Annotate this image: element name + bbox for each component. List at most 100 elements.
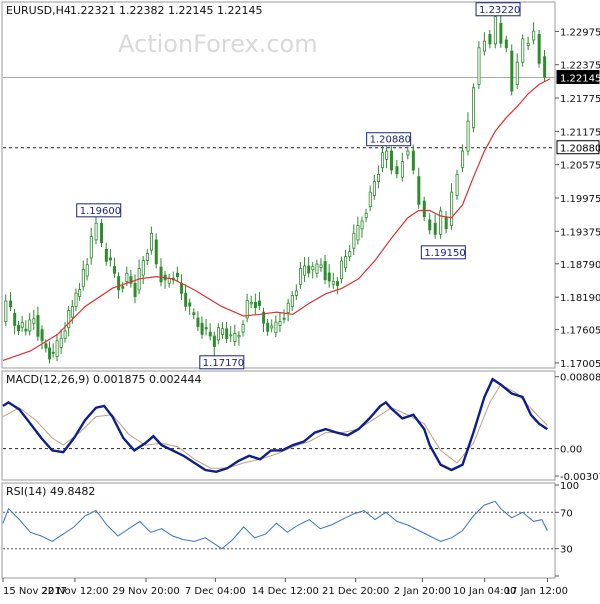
candle-body — [381, 152, 385, 169]
candle-body — [499, 22, 503, 44]
candle-body — [368, 191, 372, 208]
candle-body — [319, 264, 323, 268]
price-axis-label: 1.19975 — [560, 194, 600, 205]
candle-body — [504, 39, 508, 49]
candle-body — [121, 286, 125, 289]
candle-body — [241, 324, 245, 333]
candle-body — [422, 200, 426, 218]
candle-body — [286, 302, 290, 313]
candle-body — [63, 330, 67, 339]
candle-body — [262, 311, 266, 324]
candle-body — [48, 347, 52, 360]
candle-body — [433, 222, 437, 235]
annotation-label: 1.23220 — [479, 5, 520, 16]
rsi-axis-label: 30 — [560, 545, 573, 556]
candle-body — [331, 281, 335, 285]
rsi-title: RSI(14) 49.8482 — [6, 485, 95, 498]
ohlc-values: 1.22321 1.22382 1.22145 1.22145 — [70, 4, 262, 17]
price-axis-label: 1.22975 — [560, 27, 600, 38]
macd-title: MACD(12,26,9) 0.001875 0.002444 — [6, 373, 202, 386]
time-axis-label: 14 Dec 12:00 — [252, 586, 319, 597]
candle-body — [307, 265, 311, 274]
candle-body — [543, 56, 547, 78]
candle-body — [133, 282, 137, 297]
time-axis-label: 22 Nov 12:00 — [41, 586, 108, 597]
candle-body — [81, 268, 85, 287]
candle-body — [184, 292, 188, 307]
candle-body — [55, 340, 59, 357]
candle-body — [526, 42, 530, 46]
candle-body — [20, 322, 24, 328]
price-axis-label: 1.18190 — [560, 293, 600, 304]
candle-body — [521, 38, 525, 63]
candle-body — [348, 251, 352, 257]
macd-signal-line — [2, 383, 548, 469]
candle-body — [74, 292, 78, 307]
price-axis-label: 1.21775 — [560, 94, 600, 105]
candle-body — [44, 343, 48, 349]
candle-body — [237, 335, 241, 338]
candle-body — [299, 268, 303, 285]
candle-body — [78, 289, 82, 297]
annotation-box — [366, 132, 412, 147]
candle-body — [356, 225, 360, 241]
candle-body — [196, 317, 200, 327]
candle-body — [100, 222, 104, 244]
macd-axis-label: 0.00 — [560, 445, 582, 456]
annotation-label: 1.19150 — [424, 248, 465, 259]
candle-body — [477, 47, 481, 85]
candle-body — [428, 219, 432, 231]
candle-body — [258, 300, 262, 306]
annotation-box — [199, 355, 245, 370]
price-axis-label: 1.19375 — [560, 227, 600, 238]
candle-body — [303, 265, 307, 276]
candle-body — [372, 181, 376, 196]
candle-body — [444, 217, 448, 230]
candle-body — [113, 266, 117, 274]
candle-body — [225, 328, 229, 339]
candle-body — [117, 276, 121, 291]
candle-body — [270, 325, 274, 329]
time-axis-label: 10 Jan 04:00 — [453, 586, 516, 597]
candle-body — [278, 321, 282, 326]
candle-body — [212, 335, 216, 347]
candle-body — [108, 257, 112, 261]
candle-body — [253, 302, 257, 309]
candle-body — [40, 329, 44, 341]
candle-body — [59, 337, 63, 348]
symbol-label: EURUSD,H4 — [6, 4, 71, 17]
candle-body — [229, 334, 233, 337]
time-axis-label: 29 Nov 20:00 — [112, 586, 179, 597]
candle-body — [352, 232, 356, 249]
level-price-label-box — [556, 140, 600, 155]
candle-body — [154, 239, 158, 265]
candle-body — [376, 173, 380, 183]
candle-body — [13, 312, 17, 326]
candle-body — [216, 327, 220, 341]
candle-body — [188, 302, 192, 307]
moving-average-line — [2, 78, 551, 361]
price-axis-label: 1.17605 — [560, 326, 600, 337]
candle-body — [28, 319, 32, 332]
candle-body — [385, 150, 389, 160]
candle-body — [311, 266, 315, 271]
candle-body — [192, 312, 196, 316]
candle-body — [17, 325, 21, 332]
candle-body — [221, 328, 225, 335]
candle-body — [472, 87, 476, 129]
candle-body — [125, 272, 129, 282]
rsi-line — [2, 500, 548, 550]
candle-body — [282, 317, 286, 320]
candle-body — [335, 281, 339, 286]
candle-body — [200, 322, 204, 335]
annotation-label: 1.17170 — [203, 358, 244, 369]
candle-body — [208, 331, 212, 337]
candle-body — [141, 260, 145, 276]
candle-body — [461, 150, 465, 169]
candle-body — [104, 248, 108, 262]
candle-body — [294, 290, 298, 296]
candle-body — [327, 272, 331, 282]
time-axis-label: 2 Jan 20:00 — [394, 586, 451, 597]
candle-body — [175, 272, 179, 277]
candle-body — [274, 321, 278, 334]
